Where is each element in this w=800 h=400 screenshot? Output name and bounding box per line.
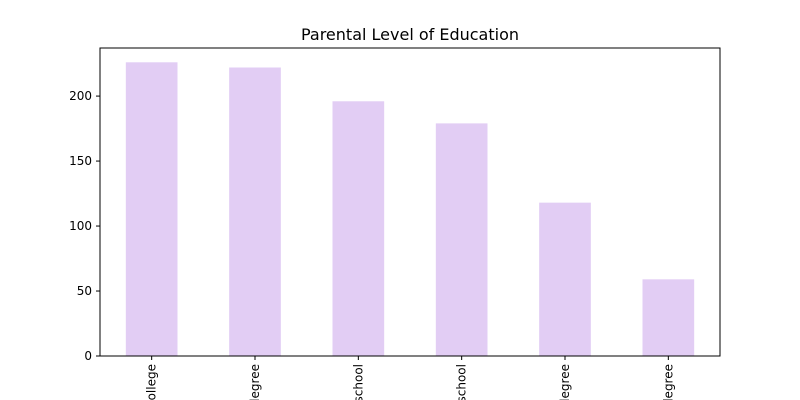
y-tick-label-4: 200 — [69, 89, 92, 103]
bar-4 — [539, 202, 591, 356]
x-tick-label-4: bachelor's degree — [558, 364, 572, 400]
bar-5 — [642, 279, 695, 356]
bar-0 — [125, 62, 178, 357]
y-tick-label-1: 50 — [77, 284, 92, 298]
bar-3 — [435, 123, 488, 357]
x-tick-label-1: associate's degree — [248, 364, 262, 400]
x-tick-label-3: some high school — [455, 364, 469, 400]
y-tick-label-3: 150 — [69, 154, 92, 168]
y-tick-label-0: 0 — [84, 349, 92, 363]
y-axis: 0 50 100 150 200 — [69, 89, 100, 363]
x-tick-label-5: master's degree — [661, 364, 675, 400]
chart-title: Parental Level of Education — [301, 25, 519, 44]
bar-1 — [229, 67, 281, 357]
plot-area-frame — [99, 47, 721, 357]
bars-group — [125, 62, 695, 357]
bar-2 — [332, 101, 385, 356]
y-tick-label-2: 100 — [69, 219, 92, 233]
x-tick-label-2: high school — [351, 364, 365, 400]
x-axis: some college associate's degree high schoo… — [145, 356, 675, 400]
x-tick-label-0: some college — [145, 364, 159, 400]
